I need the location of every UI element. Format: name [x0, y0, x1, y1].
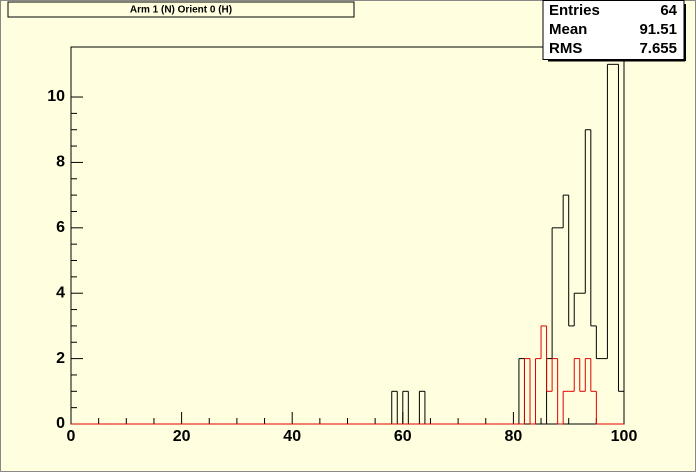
stat-label: RMS: [549, 40, 582, 57]
chart-title: Arm 1 (N) Orient 0 (H): [130, 5, 232, 16]
stats-box: [542, 0, 685, 60]
x-tick-label: 80: [505, 428, 523, 445]
stat-label: Mean: [549, 21, 587, 38]
y-tick-label: 4: [56, 284, 65, 301]
x-tick-label: 0: [67, 428, 76, 445]
x-tick-label: 20: [173, 428, 191, 445]
plot-frame: [70, 46, 625, 425]
x-tick-label: 100: [611, 428, 638, 445]
y-tick-label: 10: [47, 88, 65, 105]
y-tick-label: 0: [56, 415, 65, 432]
title-box: [7, 1, 355, 18]
y-tick-label: 2: [56, 350, 65, 367]
stat-value: 64: [660, 2, 677, 19]
y-tick-label: 6: [56, 219, 65, 236]
x-tick-label: 40: [283, 428, 301, 445]
stat-label: Entries: [549, 2, 600, 19]
stat-value: 91.51: [639, 21, 677, 38]
stat-value: 7.655: [639, 40, 677, 57]
y-tick-label: 8: [56, 154, 65, 171]
x-tick-label: 60: [394, 428, 412, 445]
